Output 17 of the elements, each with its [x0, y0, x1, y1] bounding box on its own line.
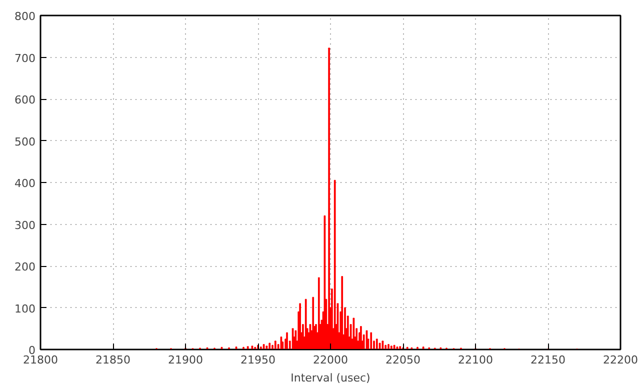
x-axis-title: Interval (usec)	[290, 372, 370, 384]
y-tick-label: 200	[14, 260, 36, 274]
x-tick-label: 22000	[313, 354, 348, 366]
x-tick-label: 22150	[530, 354, 566, 366]
y-tick-label: 700	[14, 52, 36, 65]
y-tick-label: 500	[14, 135, 36, 148]
x-tick-label: 21850	[96, 354, 131, 366]
x-tick-label: 22100	[458, 354, 494, 366]
y-tick-label: 600	[14, 94, 36, 106]
x-tick-label: 21950	[240, 354, 276, 366]
x-tick-label: 22200	[603, 354, 638, 366]
x-tick-label: 21900	[168, 354, 204, 366]
y-tick-label: 100	[14, 302, 36, 316]
y-tick-label: 300	[14, 218, 36, 232]
y-tick-label: 800	[14, 10, 36, 23]
x-tick-label: 22050	[386, 354, 421, 366]
y-tick-label: 400	[14, 177, 36, 190]
